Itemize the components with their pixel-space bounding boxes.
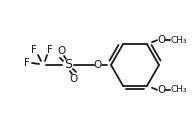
Text: CH₃: CH₃ (171, 85, 187, 94)
Text: CH₃: CH₃ (171, 36, 187, 45)
Text: O: O (157, 35, 165, 45)
Text: S: S (64, 58, 72, 72)
Text: O: O (58, 46, 66, 56)
Text: O: O (94, 60, 102, 70)
Text: F: F (31, 45, 37, 55)
Text: O: O (70, 74, 78, 84)
Text: F: F (24, 58, 30, 68)
Text: O: O (157, 85, 165, 95)
Text: F: F (47, 45, 53, 55)
